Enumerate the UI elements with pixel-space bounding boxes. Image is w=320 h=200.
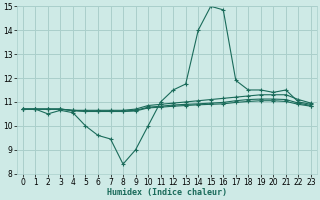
X-axis label: Humidex (Indice chaleur): Humidex (Indice chaleur)	[107, 188, 227, 197]
